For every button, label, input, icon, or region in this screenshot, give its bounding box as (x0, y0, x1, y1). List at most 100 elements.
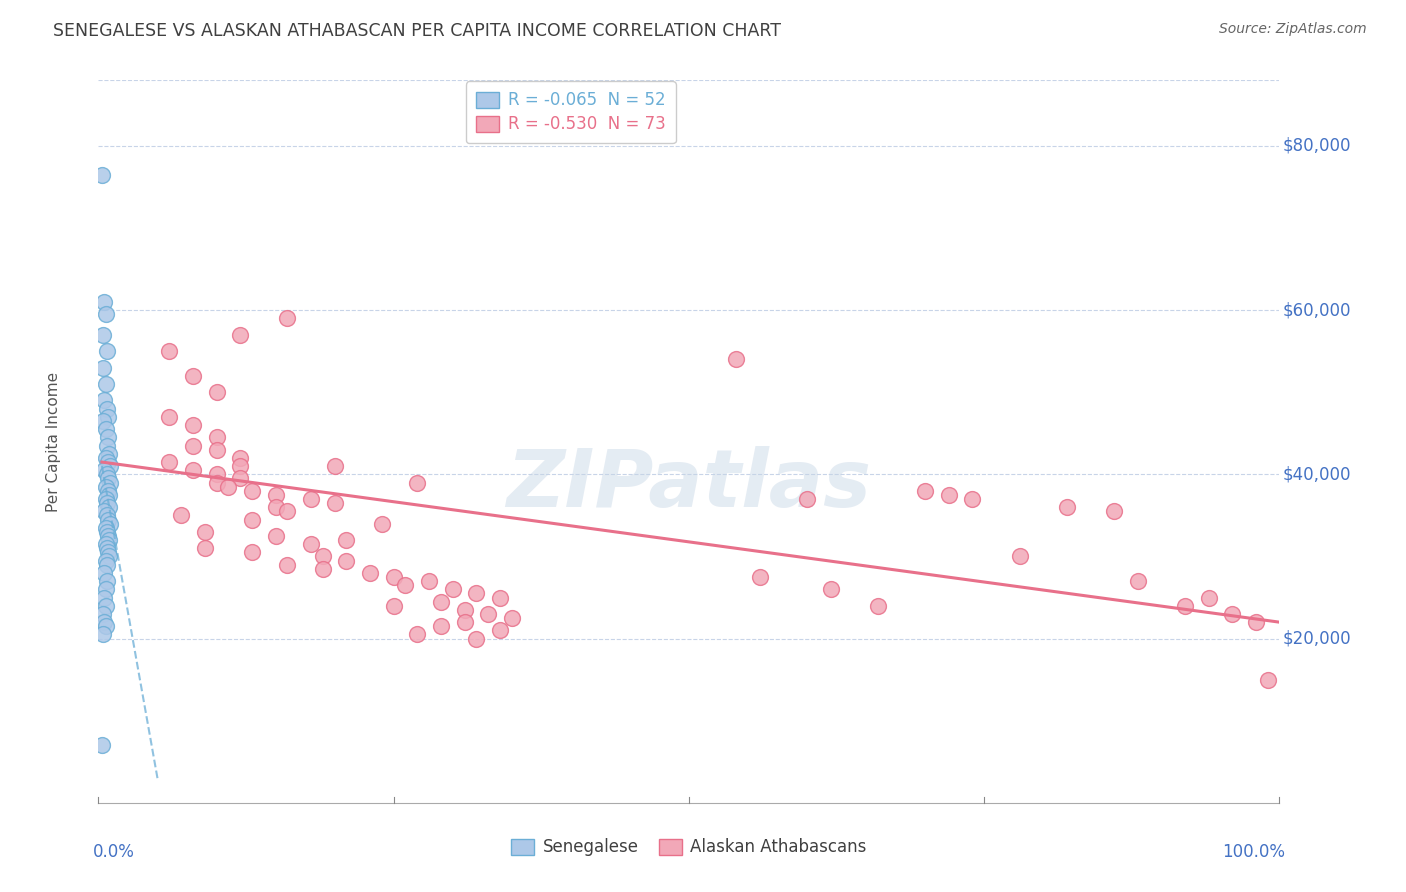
Point (93, 393, 115, 408)
Point (820, 582, 842, 597)
Point (229, 327, 252, 342)
Point (264, 529, 287, 543)
Point (94, 422, 117, 436)
Point (938, 488, 960, 502)
Point (205, 467, 228, 482)
Point (96, 524, 118, 539)
Point (96, 574, 118, 588)
Point (430, 619, 453, 633)
Point (1257, 673, 1279, 687)
Point (94, 491, 117, 506)
Point (335, 533, 357, 547)
Point (97, 471, 120, 485)
Point (217, 480, 239, 494)
Point (465, 586, 488, 600)
Point (205, 385, 228, 400)
Point (97, 512, 120, 526)
Point (94, 450, 117, 465)
Point (181, 368, 204, 383)
Point (94, 377, 117, 392)
Point (94, 619, 117, 633)
Point (170, 508, 193, 523)
Point (93, 591, 115, 605)
Point (489, 624, 512, 638)
Point (181, 418, 204, 433)
Point (97, 430, 120, 444)
Point (157, 455, 180, 469)
Point (97, 529, 120, 543)
Text: SENEGALESE VS ALASKAN ATHABASCAN PER CAPITA INCOME CORRELATION CHART: SENEGALESE VS ALASKAN ATHABASCAN PER CAP… (53, 22, 782, 40)
Point (1220, 607, 1243, 621)
Point (91, 168, 114, 182)
Point (98, 516, 121, 531)
Point (98, 500, 121, 515)
Point (93, 463, 115, 477)
Text: ZIPatlas: ZIPatlas (506, 446, 872, 524)
Point (264, 500, 287, 515)
Point (181, 463, 204, 477)
Point (94, 582, 117, 597)
Text: $60,000: $60,000 (1284, 301, 1351, 319)
Point (96, 439, 118, 453)
Point (465, 632, 488, 646)
Point (430, 594, 453, 608)
Text: $20,000: $20,000 (1284, 630, 1351, 648)
Point (96, 558, 118, 572)
Point (98, 475, 121, 490)
Point (91, 627, 114, 641)
Point (299, 537, 322, 551)
Point (1008, 549, 1031, 564)
Point (98, 533, 121, 547)
Point (98, 459, 121, 474)
Point (276, 504, 298, 518)
Point (914, 483, 936, 498)
Point (312, 562, 335, 576)
Point (453, 615, 475, 630)
Point (1198, 591, 1220, 605)
Point (93, 295, 115, 310)
Point (96, 496, 118, 510)
Point (441, 582, 464, 597)
Point (94, 599, 117, 613)
Point (229, 459, 252, 474)
Point (501, 611, 523, 625)
Point (866, 599, 889, 613)
Point (93, 566, 115, 580)
Point (205, 442, 228, 457)
Point (205, 475, 228, 490)
Point (394, 578, 416, 592)
Point (205, 430, 228, 444)
Point (91, 360, 114, 375)
Point (229, 471, 252, 485)
Point (157, 344, 180, 359)
Point (194, 541, 217, 556)
Point (96, 467, 118, 482)
Point (98, 549, 121, 564)
Point (96, 401, 118, 416)
Point (97, 545, 120, 559)
Point (453, 603, 475, 617)
Point (93, 504, 115, 518)
Point (1174, 599, 1197, 613)
Point (240, 483, 263, 498)
Point (276, 558, 298, 572)
Point (91, 739, 114, 753)
Point (418, 574, 440, 588)
Point (299, 491, 322, 506)
Point (276, 311, 298, 326)
Point (312, 549, 335, 564)
Point (98, 488, 121, 502)
Point (1102, 504, 1125, 518)
Text: Source: ZipAtlas.com: Source: ZipAtlas.com (1219, 22, 1367, 37)
Point (94, 553, 117, 567)
Point (323, 459, 346, 474)
Point (962, 491, 984, 506)
Point (1126, 574, 1149, 588)
Point (1244, 615, 1267, 630)
Point (94, 307, 117, 321)
Point (240, 512, 263, 526)
Point (406, 475, 429, 490)
Text: Per Capita Income: Per Capita Income (46, 371, 60, 512)
Point (94, 480, 117, 494)
Point (96, 541, 118, 556)
